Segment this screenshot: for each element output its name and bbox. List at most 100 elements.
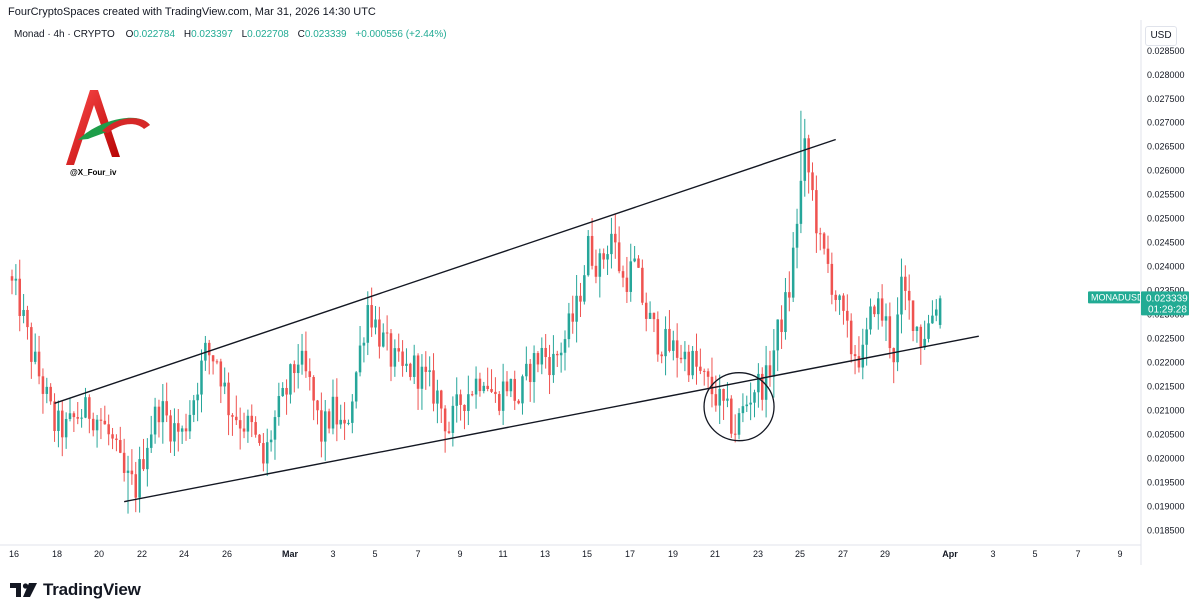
candle-down <box>625 277 629 292</box>
candle-down <box>733 433 737 435</box>
candle-up <box>691 350 694 376</box>
candle-up <box>300 350 304 365</box>
candle-up <box>869 306 872 330</box>
candle-up <box>362 342 366 346</box>
candle-up <box>436 390 439 404</box>
price-tag-value: 0.023339 <box>1146 293 1188 304</box>
candle-down <box>675 340 679 358</box>
tradingview-brand[interactable]: TradingView <box>10 580 141 600</box>
candle-down <box>53 401 56 432</box>
price-tick-label: 0.027000 <box>1147 118 1185 128</box>
candle-down <box>227 382 230 416</box>
price-tick-label: 0.018500 <box>1147 525 1185 535</box>
currency-button[interactable]: USD <box>1145 26 1177 46</box>
candle-up <box>455 394 458 406</box>
candle-up <box>586 235 590 276</box>
candle-down <box>432 370 435 404</box>
candle-up <box>683 351 687 360</box>
candle-down <box>513 378 516 401</box>
candle-down <box>440 390 443 409</box>
candle-up <box>347 422 350 424</box>
candle-down <box>544 347 547 358</box>
candle-down <box>308 371 312 378</box>
time-axis: 16 18 20 22 24 26 Mar 3 5 7 9 11 13 15 17 19 21 23 25 27 29 A… <box>0 544 1141 559</box>
candle-down <box>486 385 489 389</box>
low-value: 0.022708 <box>247 29 289 40</box>
price-tick-label: 0.026500 <box>1147 142 1185 152</box>
candle-up <box>126 470 130 473</box>
candle-down <box>656 319 660 355</box>
candle-up <box>22 309 25 316</box>
candle-down <box>644 302 648 319</box>
price-tick-label: 0.020500 <box>1147 429 1185 439</box>
candle-up <box>648 312 652 319</box>
time-tick-label: 27 <box>838 549 848 559</box>
candle-up <box>757 373 760 393</box>
price-tick-label: 0.024000 <box>1147 262 1185 272</box>
candle-down <box>695 350 698 367</box>
candle-down <box>49 386 52 402</box>
candle-down <box>142 459 145 470</box>
candle-up <box>938 298 942 325</box>
candle-up <box>405 363 408 366</box>
candle-down <box>505 381 509 392</box>
candle-up <box>14 278 18 281</box>
candle-down <box>722 388 725 401</box>
candle-down <box>231 415 234 417</box>
candle-down <box>528 363 532 383</box>
candle-up <box>428 370 431 372</box>
price-tag-value-bg <box>1141 291 1189 316</box>
candle-down <box>494 391 497 395</box>
candle-up <box>737 413 741 435</box>
candle-down <box>238 420 242 429</box>
candle-down <box>880 298 884 321</box>
candle-down <box>165 401 168 416</box>
candle-down <box>590 235 594 266</box>
candle-up <box>741 406 745 414</box>
candle-up <box>923 338 926 348</box>
candle-up <box>57 410 60 432</box>
symbol-line[interactable]: Monad · 4h · CRYPTO <box>14 29 115 40</box>
candle-up <box>726 398 729 401</box>
candle-down <box>335 396 339 425</box>
candle-up <box>269 439 273 443</box>
time-tick-label: 24 <box>179 549 189 559</box>
candle-down <box>888 316 892 349</box>
candle-up <box>795 223 799 248</box>
candle-up <box>509 378 513 392</box>
drawings-layer <box>54 138 979 503</box>
price-tick-label: 0.027500 <box>1147 94 1185 104</box>
candle-up <box>80 417 83 419</box>
candle-up <box>192 400 196 415</box>
time-tick-label: 7 <box>1075 549 1080 559</box>
candle-down <box>211 355 215 362</box>
candle-down <box>826 248 830 264</box>
candle-down <box>652 312 656 320</box>
time-tick-label: 7 <box>415 549 420 559</box>
candle-up <box>749 402 752 405</box>
author-logo: @X_Four_iv <box>58 85 158 180</box>
open-label: O <box>125 29 134 40</box>
breakdown-circle <box>703 372 775 442</box>
candle-down <box>312 377 315 401</box>
time-tick-label: 11 <box>498 549 507 559</box>
time-tick-label: 13 <box>540 549 550 559</box>
candle-up <box>896 314 899 363</box>
candle-down <box>26 309 29 328</box>
candle-down <box>815 190 818 234</box>
candle-up <box>173 423 176 442</box>
candle-down <box>602 253 605 260</box>
price-tick-label: 0.021000 <box>1147 406 1185 416</box>
candle-down <box>169 415 172 442</box>
time-tick-label: Mar <box>282 549 299 559</box>
candle-up <box>467 394 470 411</box>
candle-up <box>323 411 327 442</box>
low-label: L <box>241 29 248 40</box>
candle-down <box>822 233 826 249</box>
candle-up <box>567 313 571 340</box>
candle-up <box>188 414 192 432</box>
candle-up <box>559 352 563 356</box>
candle-up <box>246 415 250 432</box>
price-tick-label: 0.025500 <box>1147 190 1185 200</box>
